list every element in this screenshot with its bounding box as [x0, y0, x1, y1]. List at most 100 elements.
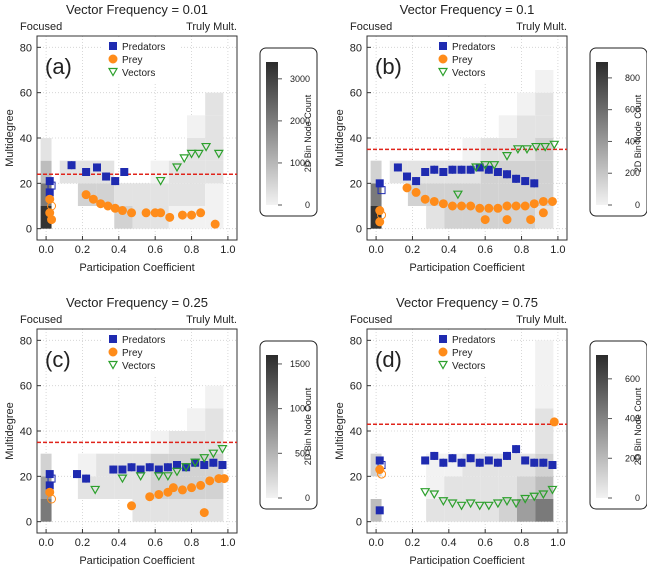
series-predators	[45, 161, 129, 197]
predators-point	[503, 451, 511, 460]
prey-point	[168, 483, 178, 493]
legend-marker-predators	[109, 42, 117, 50]
vectors-point	[452, 190, 463, 200]
histogram-bin	[480, 183, 499, 206]
vectors-point	[521, 145, 533, 155]
predators-point	[127, 463, 136, 472]
legend-label-predators: Predators	[452, 335, 495, 346]
predators-point	[512, 445, 521, 454]
histogram-bin	[535, 385, 554, 409]
histogram-bin	[517, 92, 536, 116]
x-tick-label: 0.2	[75, 244, 90, 256]
corner-label-focused: Focused	[20, 314, 62, 326]
corner-label-focused: Focused	[350, 314, 392, 326]
predators-point	[521, 456, 530, 465]
predators-point	[82, 474, 91, 483]
vectors-point	[520, 494, 531, 504]
x-tick-label: 0.4	[111, 537, 126, 549]
colorbar-tick-label: 0	[635, 200, 640, 210]
panel-label: (d)	[375, 347, 402, 372]
series-vectors	[90, 445, 228, 495]
vectors-point	[217, 445, 228, 454]
legend-marker-predators	[439, 42, 447, 50]
vectors-point	[492, 499, 503, 509]
chart-panel: 0.0 0.2 0.4 0.6 0.8 1.0 0 20 40 60 80 Vector Freque…	[334, 295, 647, 567]
histogram-bin	[187, 499, 206, 522]
histogram-bin	[40, 499, 52, 522]
vectors-point	[208, 449, 219, 459]
histogram-bin	[205, 92, 224, 116]
predators-point	[539, 458, 548, 467]
legend-label-prey: Prey	[122, 55, 143, 66]
colorbar-ramp	[266, 62, 278, 205]
histogram-bin	[205, 183, 224, 206]
predators-point	[218, 461, 227, 469]
prey-point	[447, 201, 457, 211]
series-predators	[375, 163, 539, 195]
colorbar-tick-label: 500	[295, 448, 310, 458]
x-tick-label: 0.0	[38, 537, 53, 549]
histogram-bin	[498, 499, 517, 522]
vectors-point	[540, 142, 551, 152]
colorbar-label: 2D Bin Node Count	[633, 387, 643, 465]
prey-point	[210, 219, 220, 229]
predators-point	[136, 465, 145, 474]
prey-point	[141, 208, 151, 218]
legend-marker-prey	[438, 347, 448, 357]
predators-point	[145, 463, 154, 472]
prey-point	[88, 194, 98, 204]
prey-point	[538, 196, 548, 206]
y-tick-label: 80	[350, 42, 362, 54]
y-tick-label: 20	[350, 471, 362, 483]
legend-marker-vectors	[437, 360, 449, 370]
predators-point	[412, 177, 421, 186]
histogram-bin	[168, 183, 187, 206]
vectors-point	[199, 454, 210, 463]
x-tick-label: 0.0	[368, 537, 383, 549]
corner-label-truly-multiplex: Truly Mult.	[516, 314, 567, 326]
histogram-bin	[444, 476, 463, 499]
histogram-bin	[40, 160, 52, 184]
x-tick-label: 0.4	[111, 244, 126, 256]
colorbar-tick-label: 1000	[290, 158, 310, 168]
histogram-bin	[444, 183, 463, 206]
histogram-bin	[40, 206, 52, 229]
histogram-bin	[96, 476, 115, 499]
prey-point	[47, 494, 57, 504]
prey-point	[457, 201, 467, 211]
x-tick-label: 1.0	[220, 537, 235, 549]
histogram-bin	[187, 183, 206, 206]
predators-point	[421, 456, 430, 465]
x-axis-label: Participation Coefficient	[79, 555, 194, 567]
histogram-bin	[205, 385, 224, 409]
corner-label-focused: Focused	[350, 21, 392, 33]
predators-point	[375, 506, 384, 515]
predators-point	[393, 163, 402, 172]
colorbar-tick-label: 0	[635, 493, 640, 503]
corner-label-focused: Focused	[20, 21, 62, 33]
predators-point	[439, 458, 448, 467]
prey-point	[438, 199, 448, 209]
vectors-point	[512, 145, 523, 155]
prey-point	[466, 201, 476, 211]
predators-point	[73, 470, 81, 479]
prey-point	[177, 210, 187, 220]
vectors-point	[489, 161, 500, 170]
y-tick-label: 0	[26, 517, 32, 529]
colorbar-ramp	[596, 355, 608, 498]
predators-point	[430, 165, 439, 174]
prey-point	[493, 203, 503, 213]
predators-point	[548, 461, 557, 469]
predators-point	[484, 456, 493, 465]
prey-point	[47, 215, 57, 225]
vectors-point	[171, 163, 183, 173]
chart-panel: 0.0 0.2 0.4 0.6 0.8 1.0 0 20 40 60 80 Vector Freque…	[4, 2, 318, 274]
prey-point	[480, 215, 490, 225]
prey-point	[96, 199, 106, 209]
legend-marker-vectors	[107, 67, 119, 77]
corner-label-truly-multiplex: Truly Mult.	[186, 21, 237, 33]
corner-label-truly-multiplex: Truly Mult.	[186, 314, 237, 326]
y-tick-label: 20	[350, 178, 362, 190]
legend-label-vectors: Vectors	[452, 68, 485, 79]
vectors-point	[538, 490, 549, 500]
